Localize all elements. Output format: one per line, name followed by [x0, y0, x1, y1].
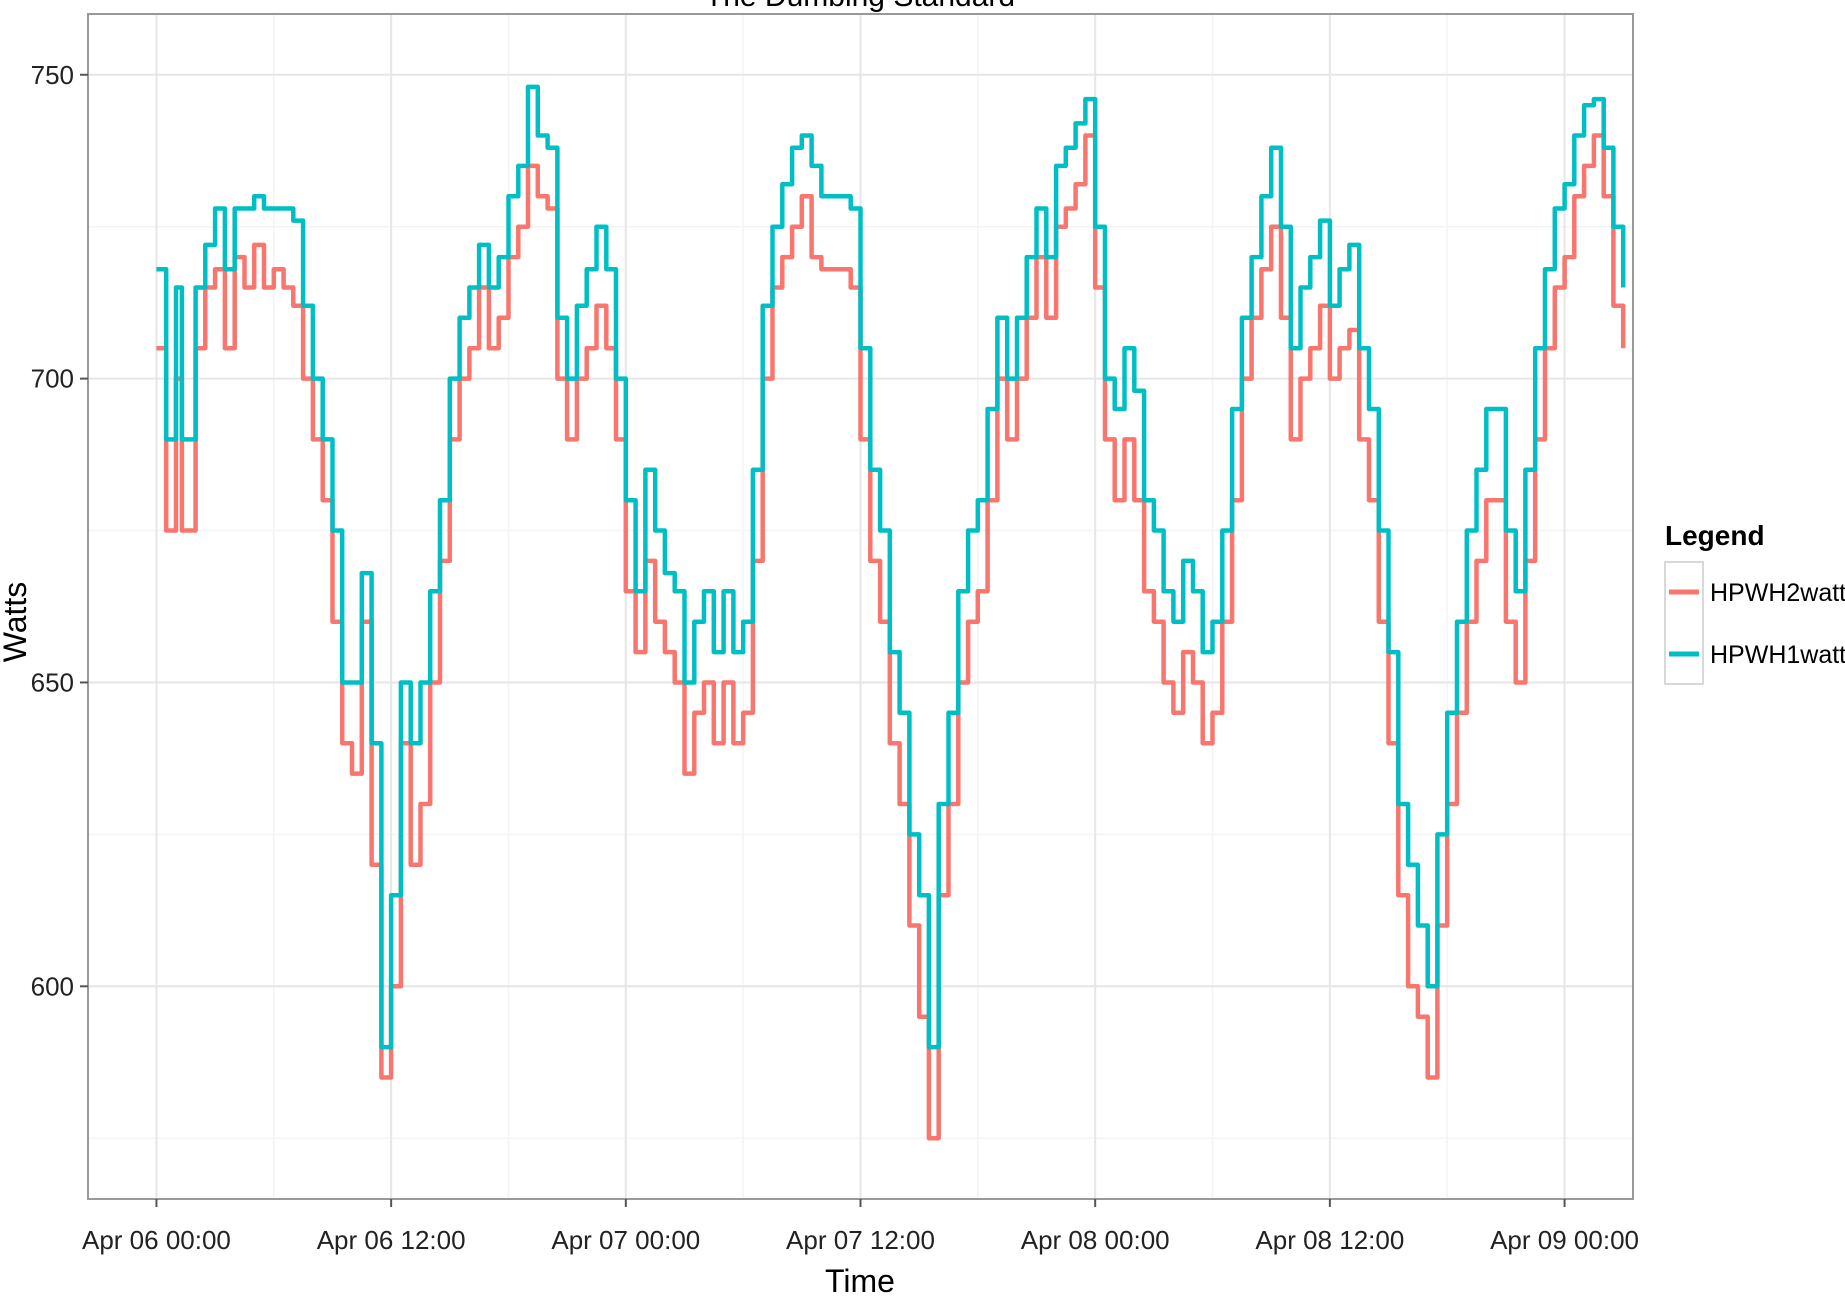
x-axis-label: Time — [825, 1263, 895, 1297]
x-tick-label: Apr 07 00:00 — [551, 1225, 700, 1255]
y-tick-label: 650 — [31, 667, 74, 697]
legend: Legend HPWH2watts HPWH1watts — [1664, 520, 1845, 685]
grid — [88, 14, 1633, 1199]
chart-title: The Dumbing Standard — [705, 0, 1015, 13]
y-tick-label: 700 — [31, 364, 74, 394]
y-tick-label: 750 — [31, 60, 74, 90]
legend-label-hpwh1watts: HPWH1watts — [1710, 641, 1845, 669]
y-axis-label: Watts — [0, 582, 33, 663]
x-tick-label: Apr 06 00:00 — [82, 1225, 231, 1255]
x-tick-label: Apr 06 12:00 — [317, 1225, 466, 1255]
legend-title: Legend — [1665, 520, 1765, 551]
x-tick-label: Apr 08 12:00 — [1255, 1225, 1404, 1255]
y-tick-label: 600 — [31, 971, 74, 1001]
x-tick-label: Apr 07 12:00 — [786, 1225, 935, 1255]
series-line-hpwh1watts — [156, 84, 1626, 1050]
axes: 600 650 700 750 Apr 06 00:00 Apr 06 12:00 Apr … — [31, 60, 1639, 1255]
x-tick-label: Apr 08 00:00 — [1021, 1225, 1170, 1255]
series-lines — [156, 84, 1626, 1141]
legend-box — [1664, 561, 1704, 685]
legend-label-hpwh2watts: HPWH2watts — [1710, 579, 1845, 607]
x-tick-label: Apr 09 00:00 — [1490, 1225, 1639, 1255]
